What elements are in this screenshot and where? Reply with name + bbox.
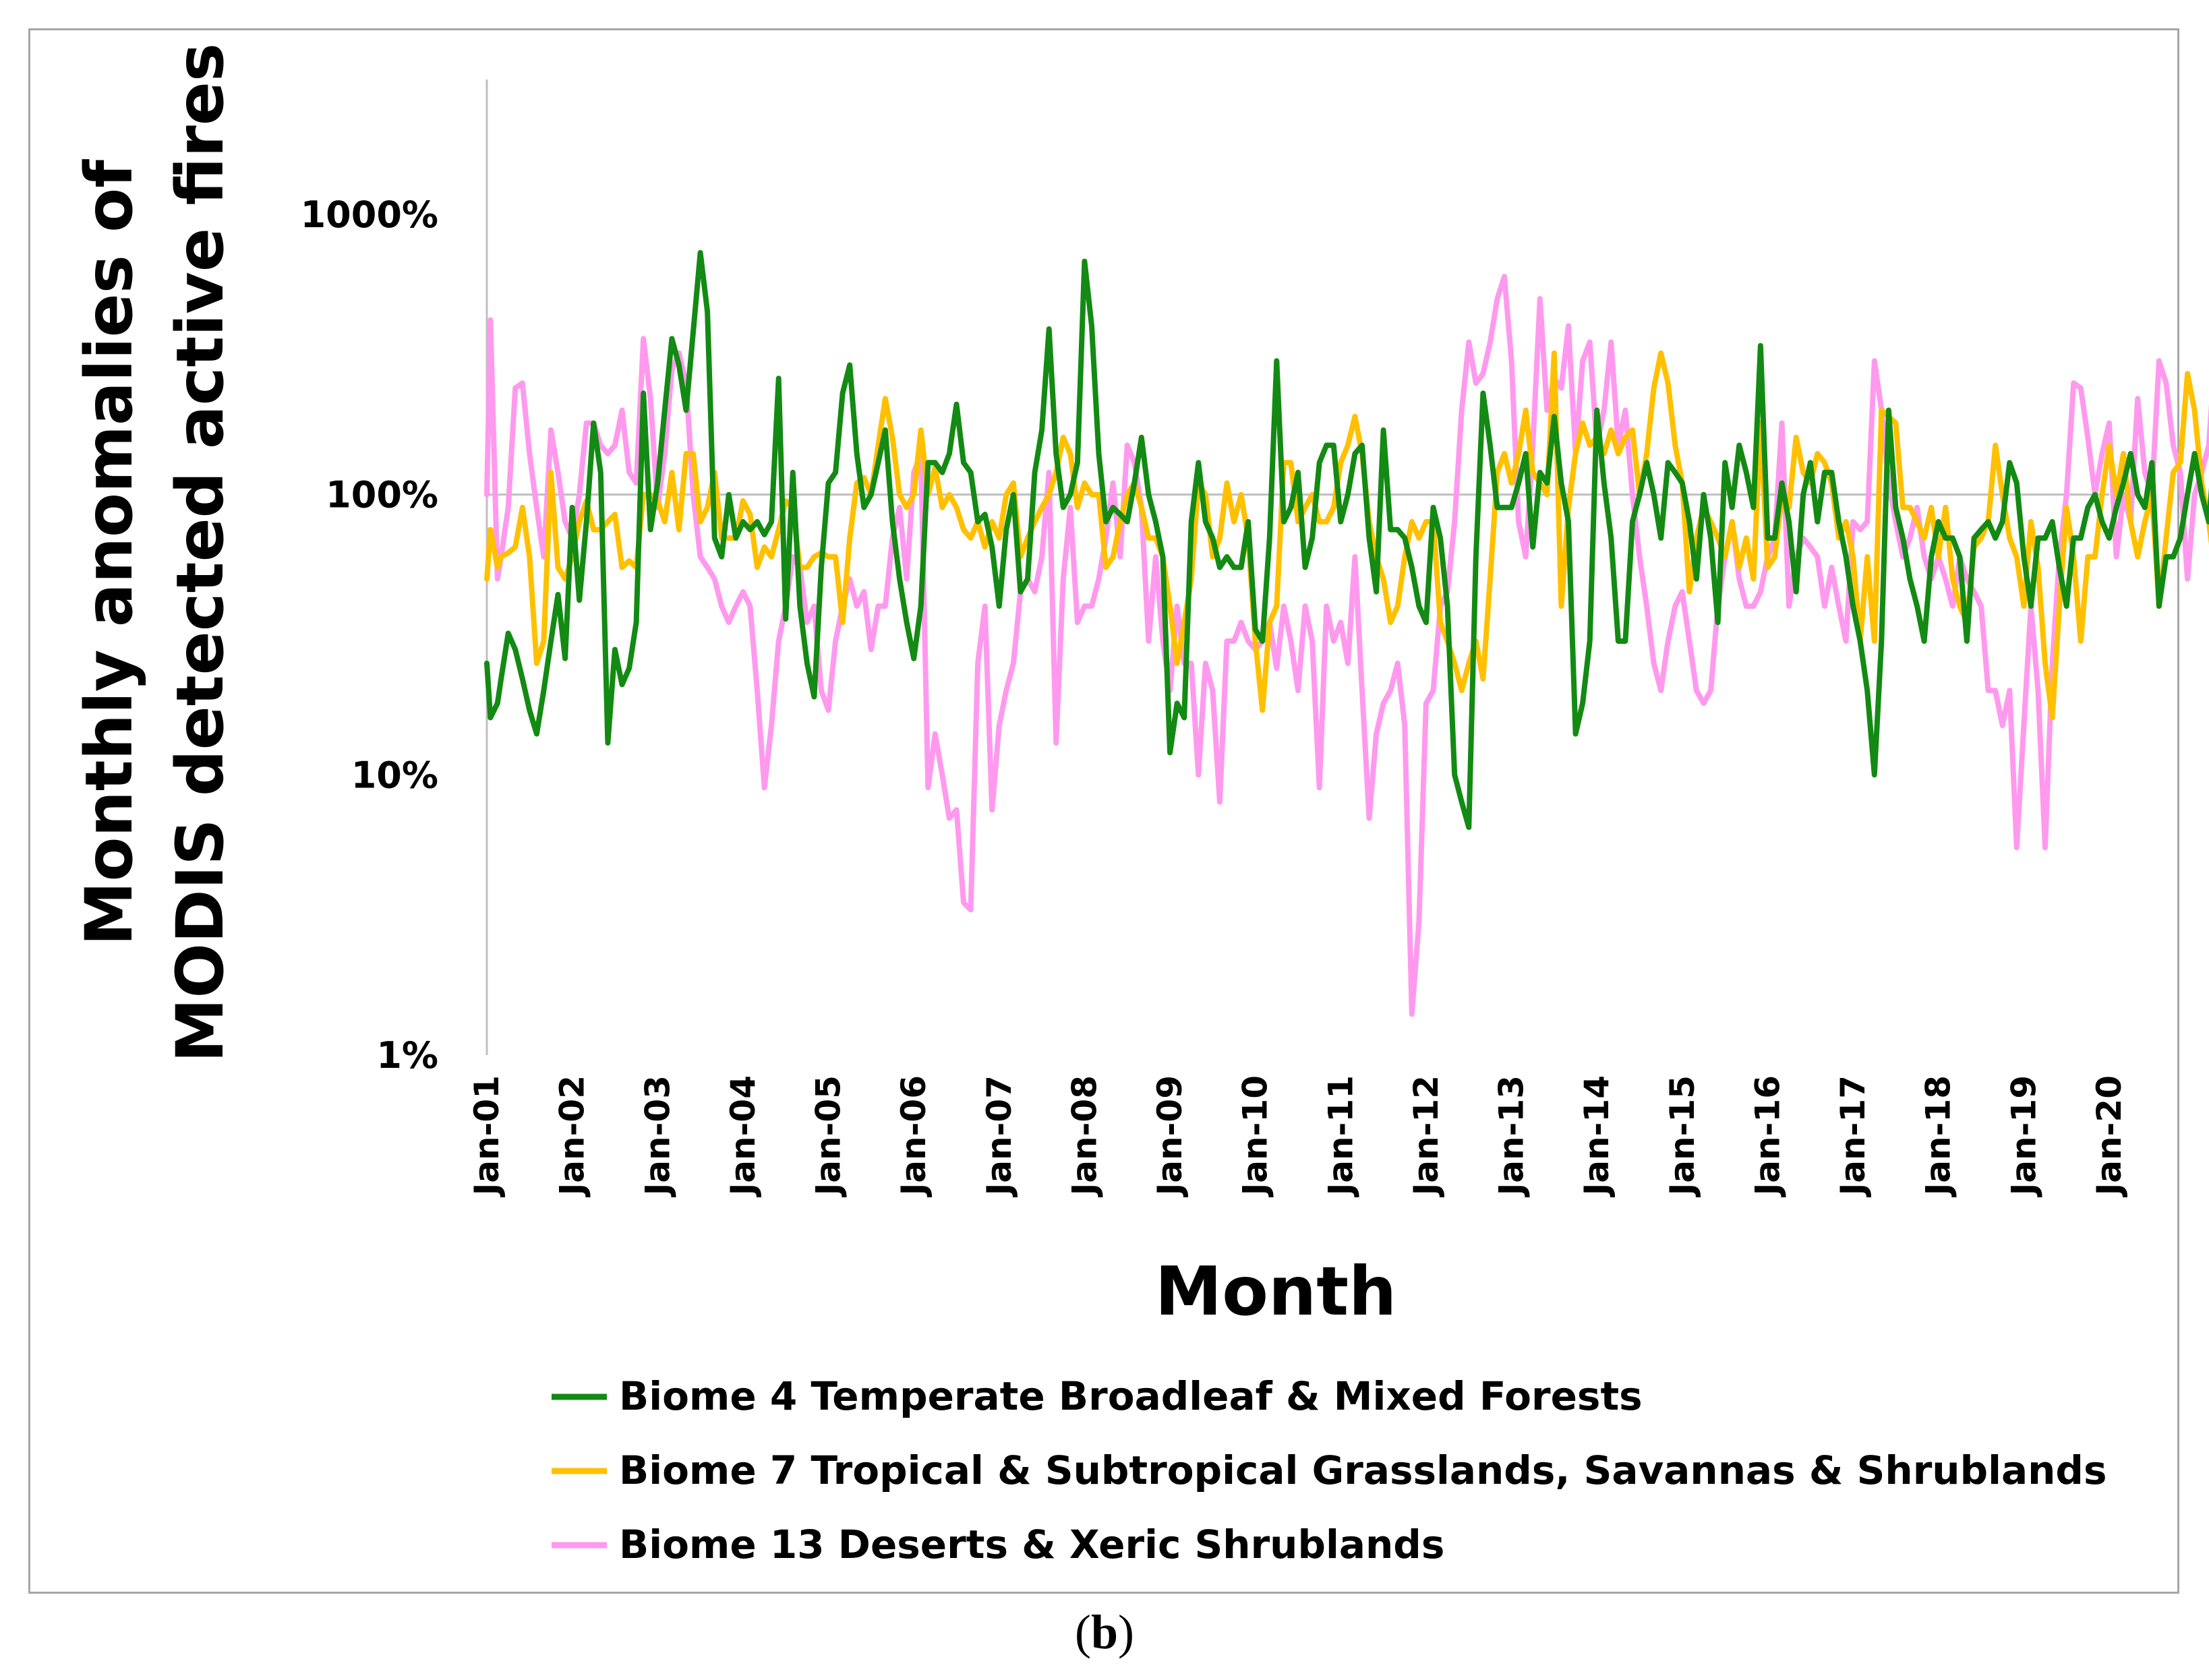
figure-frame: [28, 28, 2179, 1594]
caption-label: b: [1090, 1605, 1119, 1659]
y-axis-title: Monthly anomalies of MODIS detected acti…: [71, 43, 238, 1062]
x-tick-label: Jan-20: [2090, 1075, 2129, 1197]
x-tick-label: Jan-11: [1321, 1075, 1360, 1197]
x-tick-label: Jan-19: [2004, 1075, 2043, 1197]
x-tick-label: Jan-18: [1919, 1075, 1958, 1197]
x-tick-label: Jan-16: [1748, 1075, 1787, 1197]
legend-label-biome7: Biome 7 Tropical & Subtropical Grassland…: [619, 1447, 2107, 1493]
figure-caption: (b): [1074, 1605, 1134, 1659]
x-tick-label: Jan-01: [467, 1075, 506, 1197]
x-tick-label: Jan-14: [1577, 1075, 1616, 1197]
x-tick-label: Jan-03: [638, 1075, 677, 1197]
y-tick-labels: 1% 10% 100% 1000%: [301, 193, 438, 1077]
y-tick-label: 1%: [376, 1034, 438, 1077]
x-tick-label: Jan-09: [1150, 1075, 1189, 1197]
y-tick-label: 100%: [326, 474, 438, 516]
legend-item-biome4: Biome 4 Temperate Broadleaf & Mixed Fore…: [552, 1373, 1643, 1419]
y-tick-label: 1000%: [301, 193, 438, 236]
x-tick-label: Jan-02: [553, 1075, 592, 1197]
svg-text:MODIS detected active fires: MODIS detected active fires: [163, 43, 238, 1062]
x-tick-label: Jan-04: [724, 1075, 763, 1197]
svg-text:Monthly anomalies of: Monthly anomalies of: [71, 159, 147, 946]
legend: Biome 4 Temperate Broadleaf & Mixed Fore…: [552, 1373, 2107, 1567]
x-tick-label: Jan-05: [809, 1075, 848, 1197]
x-tick-label: Jan-08: [1065, 1075, 1104, 1197]
y-tick-label: 10%: [351, 754, 438, 796]
x-tick-label: Jan-15: [1663, 1075, 1702, 1197]
series-lines: [484, 249, 2209, 1017]
series-line-biome4: [484, 249, 2209, 831]
x-tick-label: Jan-06: [894, 1075, 933, 1197]
x-axis-title: Month: [1155, 1252, 1396, 1331]
x-tick-label: Jan-12: [1407, 1075, 1446, 1197]
x-tick-label: Jan-13: [1492, 1075, 1531, 1197]
series-line-biome13: [484, 274, 2209, 1017]
y-axis-title-line-1: Monthly anomalies of: [71, 159, 147, 946]
x-tick-label: Jan-07: [980, 1075, 1019, 1197]
legend-label-biome13: Biome 13 Deserts & Xeric Shrublands: [619, 1522, 1444, 1567]
x-tick-label: Jan-17: [1833, 1075, 1873, 1197]
legend-label-biome4: Biome 4 Temperate Broadleaf & Mixed Fore…: [619, 1373, 1643, 1419]
x-tick-label: Jan-10: [1236, 1075, 1275, 1197]
y-axis-title-line-2: MODIS detected active fires: [163, 43, 238, 1062]
x-tick-labels: Jan-01 Jan-02 Jan-03 Jan-04 Jan-05 Jan-06 Jan-…: [467, 1075, 2129, 1197]
legend-item-biome7: Biome 7 Tropical & Subtropical Grassland…: [552, 1447, 2107, 1493]
legend-item-biome13: Biome 13 Deserts & Xeric Shrublands: [552, 1522, 1444, 1567]
